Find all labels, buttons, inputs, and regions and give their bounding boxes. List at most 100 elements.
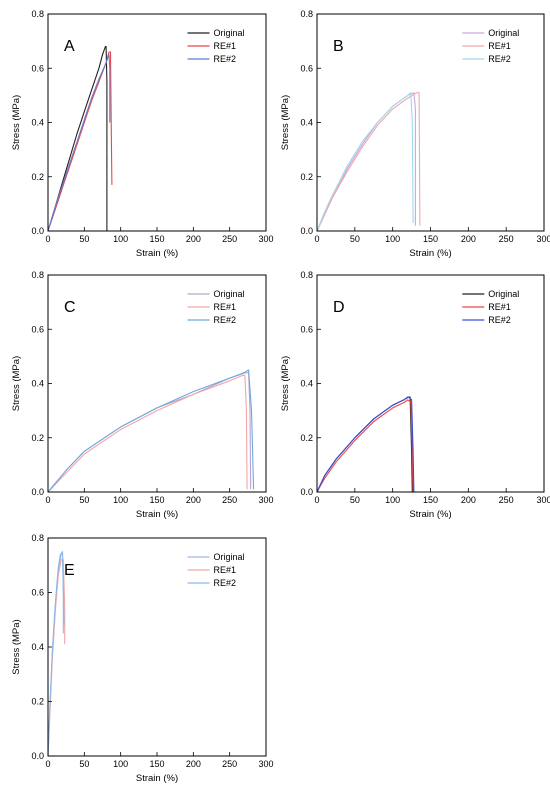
legend-label: RE#1 (488, 302, 511, 312)
y-tick-label: 0.0 (300, 487, 313, 497)
legend-label: RE#1 (488, 41, 511, 51)
series-line-1 (316, 92, 416, 232)
series-line-1 (47, 46, 108, 232)
series-line-3 (316, 92, 414, 232)
y-tick-label: 0.4 (31, 118, 44, 128)
y-tick-label: 0.2 (31, 172, 44, 182)
panel-letter: A (64, 38, 75, 55)
x-tick-label: 300 (258, 759, 273, 769)
panel-letter: D (333, 299, 345, 316)
y-tick-label: 0.8 (31, 9, 44, 19)
y-tick-label: 0.4 (31, 379, 44, 389)
legend-label: Original (214, 28, 245, 38)
x-tick-label: 50 (350, 234, 360, 244)
panel-letter: E (64, 562, 75, 579)
x-tick-label: 200 (461, 234, 476, 244)
y-axis-title: Stress (MPa) (11, 356, 22, 411)
x-tick-label: 50 (79, 759, 89, 769)
x-tick-label: 0 (45, 495, 50, 505)
x-tick-label: 250 (222, 234, 237, 244)
x-tick-label: 150 (149, 234, 164, 244)
y-axis-title: Stress (MPa) (11, 95, 22, 150)
chart-panel-c: 0 50 100 150 200 250 300 0.0 0.2 0.4 0.6 0.8 Strain … (11, 270, 274, 520)
x-tick-label: 250 (499, 234, 514, 244)
x-axis-title: Strain (%) (409, 248, 451, 259)
x-tick-label: 200 (461, 495, 476, 505)
chart-panel-e: 0 50 100 150 200 250 300 0.0 0.2 0.4 0.6 0.8 Strain … (11, 533, 274, 784)
series-line-3 (47, 54, 111, 232)
x-tick-label: 200 (186, 759, 201, 769)
legend-label: Original (214, 289, 245, 299)
x-axis-title: Strain (%) (409, 509, 451, 520)
series-line-2 (316, 92, 421, 232)
x-tick-label: 100 (385, 495, 400, 505)
legend-label: RE#1 (214, 41, 237, 51)
series-line-2 (47, 51, 113, 232)
y-tick-label: 0.4 (31, 642, 44, 652)
legend-label: Original (214, 552, 245, 562)
series-line-3 (47, 551, 65, 757)
y-tick-label: 0.8 (31, 270, 44, 280)
x-tick-label: 300 (258, 234, 273, 244)
series-line-2 (316, 399, 414, 493)
y-tick-label: 0.6 (300, 63, 313, 73)
legend-label: Original (488, 28, 519, 38)
x-tick-label: 300 (258, 495, 273, 505)
x-tick-label: 0 (314, 495, 319, 505)
x-tick-label: 100 (113, 759, 128, 769)
x-axis-title: Strain (%) (136, 773, 178, 784)
x-tick-label: 0 (314, 234, 319, 244)
y-tick-label: 0.0 (300, 226, 313, 236)
x-tick-label: 300 (536, 495, 550, 505)
series-line-2 (47, 374, 248, 493)
y-tick-label: 0.0 (31, 487, 44, 497)
y-tick-label: 0.2 (31, 697, 44, 707)
x-tick-label: 100 (113, 495, 128, 505)
y-tick-label: 0.6 (31, 324, 44, 334)
legend-label: RE#2 (488, 54, 511, 64)
y-axis-title: Stress (MPa) (280, 356, 291, 411)
chart-panel-b: 0 50 100 150 200 250 300 0.0 0.2 0.4 0.6 0.8 Strain … (280, 9, 550, 259)
series-line-1 (316, 396, 413, 493)
panel-letter: C (64, 299, 76, 316)
y-tick-label: 0.8 (300, 270, 313, 280)
y-tick-label: 0.8 (31, 533, 44, 543)
x-tick-label: 50 (79, 234, 89, 244)
chart-panel-d: 0 50 100 150 200 250 300 0.0 0.2 0.4 0.6 0.8 Strain … (280, 270, 550, 520)
x-tick-label: 0 (45, 234, 50, 244)
x-tick-label: 150 (423, 495, 438, 505)
y-tick-label: 0.0 (31, 751, 44, 761)
panel-letter: B (333, 38, 344, 55)
legend-label: RE#1 (214, 565, 237, 575)
x-tick-label: 150 (423, 234, 438, 244)
y-tick-label: 0.6 (31, 588, 44, 598)
x-tick-label: 250 (222, 759, 237, 769)
legend-label: RE#2 (214, 578, 237, 588)
y-tick-label: 0.0 (31, 226, 44, 236)
x-tick-label: 250 (499, 495, 514, 505)
y-tick-label: 0.2 (31, 433, 44, 443)
y-tick-label: 0.6 (300, 324, 313, 334)
y-tick-label: 0.2 (300, 433, 313, 443)
series-line-1 (47, 553, 64, 757)
x-tick-label: 100 (385, 234, 400, 244)
legend-label: Original (488, 289, 519, 299)
series-line-3 (47, 369, 255, 493)
y-tick-label: 0.2 (300, 172, 313, 182)
y-axis-title: Stress (MPa) (11, 619, 22, 674)
y-tick-label: 0.4 (300, 118, 313, 128)
x-axis-title: Strain (%) (136, 248, 178, 259)
x-axis-title: Strain (%) (136, 509, 178, 520)
x-tick-label: 200 (186, 495, 201, 505)
series-line-3 (316, 396, 415, 493)
x-tick-label: 50 (350, 495, 360, 505)
x-tick-label: 150 (149, 495, 164, 505)
chart-panel-a: 0 50 100 150 200 250 300 0.0 0.2 0.4 0.6 0.8 Strain … (11, 9, 274, 259)
x-tick-label: 150 (149, 759, 164, 769)
x-tick-label: 100 (113, 234, 128, 244)
legend-label: RE#2 (488, 315, 511, 325)
legend-label: RE#2 (214, 54, 237, 64)
legend-label: RE#1 (214, 302, 237, 312)
x-tick-label: 250 (222, 495, 237, 505)
